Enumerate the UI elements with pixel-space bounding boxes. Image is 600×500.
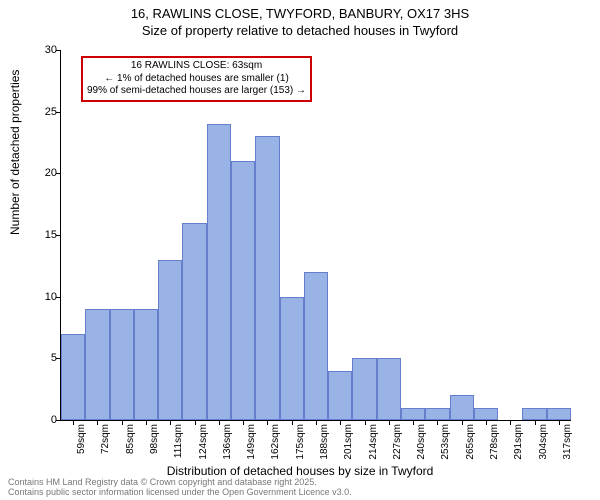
annotation-line-3: 99% of semi-detached houses are larger (…: [87, 85, 306, 98]
x-tick-label: 278sqm: [489, 424, 500, 460]
histogram-bar: [280, 297, 304, 420]
title-line-2: Size of property relative to detached ho…: [0, 23, 600, 40]
x-tick-label: 162sqm: [270, 424, 281, 460]
x-tick-label: 72sqm: [100, 424, 111, 454]
histogram-bar: [377, 358, 401, 420]
x-tick-label: 214sqm: [368, 424, 379, 460]
x-tick-mark: [437, 420, 438, 425]
x-tick-mark: [462, 420, 463, 425]
histogram-bar: [352, 358, 376, 420]
x-tick-mark: [389, 420, 390, 425]
x-tick-label: 124sqm: [198, 424, 209, 460]
y-tick-mark: [56, 297, 61, 298]
x-axis-label: Distribution of detached houses by size …: [0, 464, 600, 478]
x-tick-label: 240sqm: [416, 424, 427, 460]
x-tick-mark: [559, 420, 560, 425]
x-tick-label: 227sqm: [392, 424, 403, 460]
x-tick-mark: [170, 420, 171, 425]
histogram-bar: [182, 223, 206, 420]
histogram-bar: [231, 161, 255, 420]
histogram-bar: [61, 334, 85, 420]
y-tick-mark: [56, 235, 61, 236]
histogram-bar: [401, 408, 425, 420]
x-tick-label: 201sqm: [343, 424, 354, 460]
histogram-bar: [255, 136, 279, 420]
x-tick-mark: [486, 420, 487, 425]
histogram-bar: [207, 124, 231, 420]
x-tick-label: 98sqm: [149, 424, 160, 454]
x-tick-mark: [365, 420, 366, 425]
x-tick-label: 175sqm: [295, 424, 306, 460]
y-tick-mark: [56, 173, 61, 174]
x-tick-label: 291sqm: [513, 424, 524, 460]
annotation-line-1: 16 RAWLINS CLOSE: 63sqm: [87, 60, 306, 73]
histogram-bar: [547, 408, 571, 420]
annotation-line-2: ← 1% of detached houses are smaller (1): [87, 73, 306, 86]
x-tick-mark: [267, 420, 268, 425]
histogram-bar: [134, 309, 158, 420]
histogram-bar: [158, 260, 182, 420]
histogram-bar: [328, 371, 352, 420]
x-tick-mark: [340, 420, 341, 425]
x-tick-mark: [146, 420, 147, 425]
x-tick-mark: [535, 420, 536, 425]
y-tick-mark: [56, 112, 61, 113]
y-axis-label: Number of detached properties: [8, 70, 22, 235]
x-tick-label: 265sqm: [465, 424, 476, 460]
x-tick-mark: [413, 420, 414, 425]
histogram-bar: [304, 272, 328, 420]
histogram-bar: [110, 309, 134, 420]
chart-plot-area: 16 RAWLINS CLOSE: 63sqm ← 1% of detached…: [60, 50, 571, 421]
x-tick-label: 149sqm: [246, 424, 257, 460]
footer-line-2: Contains public sector information licen…: [8, 488, 352, 498]
x-tick-mark: [73, 420, 74, 425]
title-line-1: 16, RAWLINS CLOSE, TWYFORD, BANBURY, OX1…: [0, 6, 600, 23]
x-tick-mark: [292, 420, 293, 425]
x-tick-label: 85sqm: [125, 424, 136, 454]
histogram-bar: [474, 408, 498, 420]
x-tick-label: 188sqm: [319, 424, 330, 460]
x-tick-mark: [122, 420, 123, 425]
x-tick-label: 317sqm: [562, 424, 573, 460]
x-tick-label: 253sqm: [440, 424, 451, 460]
x-tick-mark: [510, 420, 511, 425]
footer-attribution: Contains HM Land Registry data © Crown c…: [8, 478, 352, 498]
histogram-bar: [85, 309, 109, 420]
y-tick-mark: [56, 50, 61, 51]
x-tick-label: 136sqm: [222, 424, 233, 460]
histogram-bar: [425, 408, 449, 420]
x-tick-label: 111sqm: [173, 424, 184, 458]
x-tick-label: 59sqm: [76, 424, 87, 454]
annotation-box: 16 RAWLINS CLOSE: 63sqm ← 1% of detached…: [81, 56, 312, 102]
histogram-bar: [450, 395, 474, 420]
x-tick-mark: [195, 420, 196, 425]
histogram-bar: [522, 408, 546, 420]
x-tick-mark: [243, 420, 244, 425]
x-tick-mark: [316, 420, 317, 425]
y-tick-mark: [56, 420, 61, 421]
x-tick-label: 304sqm: [538, 424, 549, 460]
chart-title: 16, RAWLINS CLOSE, TWYFORD, BANBURY, OX1…: [0, 0, 600, 40]
x-tick-mark: [97, 420, 98, 425]
x-tick-mark: [219, 420, 220, 425]
